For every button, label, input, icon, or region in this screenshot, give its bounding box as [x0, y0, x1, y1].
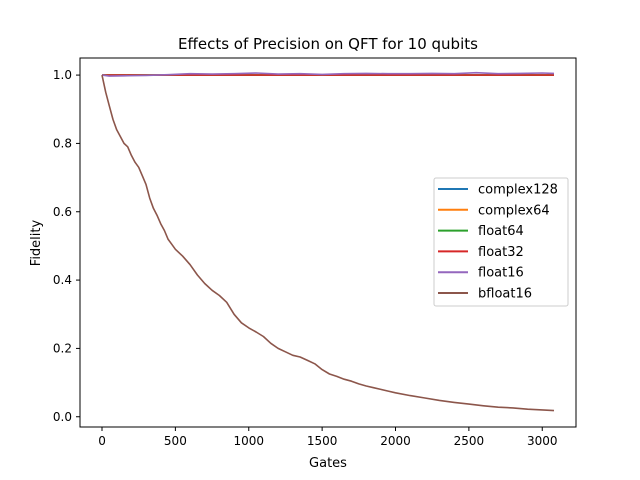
y-tick-label: 0.6: [53, 205, 72, 219]
x-ticks: 0 500 1000 1500 2000 2500 3000: [98, 427, 558, 448]
x-tick-label: 0: [98, 434, 106, 448]
series-line-bfloat16: [101, 74, 555, 412]
x-tick-label: 500: [164, 434, 187, 448]
x-tick-label: 3000: [527, 434, 558, 448]
y-axis-label: Fidelity: [29, 219, 44, 266]
x-tick-label: 1500: [307, 434, 338, 448]
y-tick-label: 1.0: [53, 68, 72, 82]
series-line-float16: [101, 71, 555, 77]
legend-label-float16: float16: [478, 266, 524, 281]
x-tick-label: 2000: [380, 434, 411, 448]
y-ticks: 0.0 0.2 0.4 0.6 0.8 1.0: [53, 68, 80, 424]
chart-title: Effects of Precision on QFT for 10 qubit…: [178, 35, 478, 53]
legend-label-float64: float64: [478, 224, 524, 239]
series-layer: [101, 71, 555, 412]
legend-label-float32: float32: [478, 245, 524, 260]
y-tick-label: 0.4: [53, 273, 72, 287]
y-tick-label: 0.2: [53, 341, 72, 355]
x-tick-label: 2500: [454, 434, 485, 448]
axes-frame: [79, 57, 577, 428]
x-axis-label: Gates: [309, 456, 347, 471]
y-tick-label: 0.0: [53, 410, 72, 424]
y-tick-label: 0.8: [53, 136, 72, 150]
legend: complex128 complex64 float64 float32 float16…: [433, 177, 569, 307]
legend-label-bfloat16: bfloat16: [478, 287, 532, 302]
x-tick-label: 1000: [233, 434, 264, 448]
legend-label-complex128: complex128: [478, 183, 558, 198]
legend-label-complex64: complex64: [478, 203, 550, 218]
